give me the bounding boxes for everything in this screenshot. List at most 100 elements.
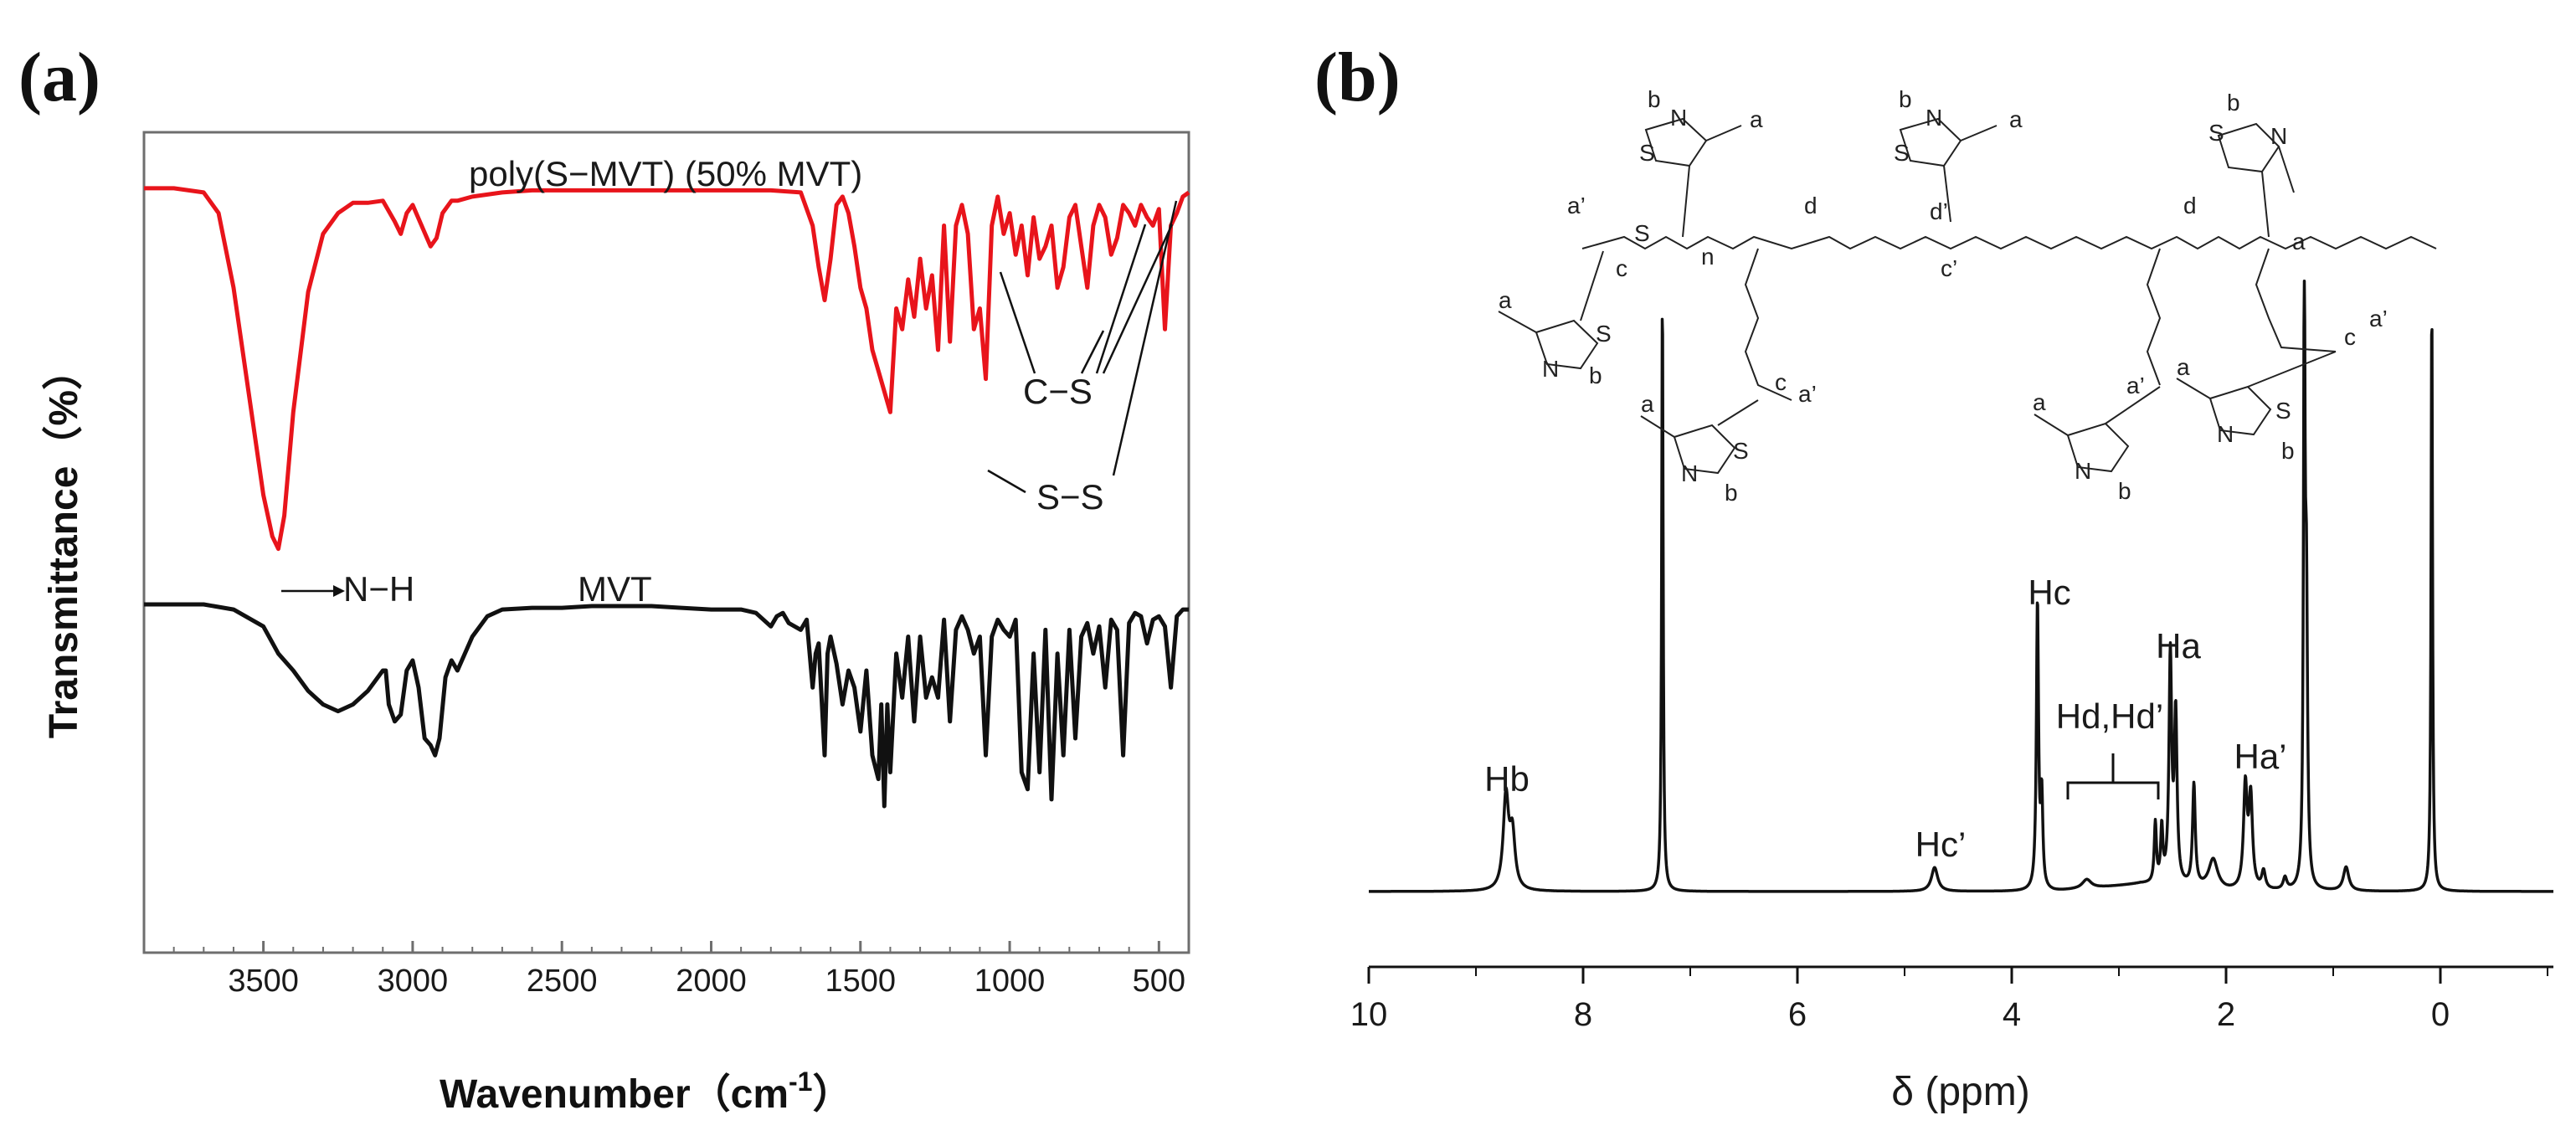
ftir-x-axis-title-main: Wavenumber（cm (440, 1072, 789, 1117)
arrow-ss-2 (1112, 200, 1178, 476)
ring-5-link (1717, 399, 1759, 426)
pendant-chain-2 (2146, 248, 2162, 386)
ftir-label-ss: S−S (1036, 477, 1104, 517)
atom-S-ring-1: S (1639, 140, 1655, 166)
ftir-label-poly-s-mvt: poly(S−MVT) (50% MVT) (469, 154, 862, 193)
arrow-cs-3 (1095, 224, 1147, 374)
atom-d-2: d (2183, 193, 2197, 218)
arrow-cs-1 (999, 271, 1036, 374)
atom-N-5: N (1681, 460, 1698, 486)
atom-S-ring-2: S (1894, 140, 1910, 166)
ftir-x-tick-labels: 3500 3000 2500 2000 1500 1000 500 (228, 964, 1185, 999)
nmr-x-tick-label-6: 6 (1788, 996, 1807, 1033)
ftir-y-axis-title: Transmittance（%） (42, 350, 86, 738)
nmr-x-tick-label-2: 2 (2217, 996, 2235, 1033)
ftir-x-axis-title-close: ） (812, 1072, 852, 1117)
ring-7-methyl (2176, 378, 2211, 399)
atom-S-ring-4: S (1596, 321, 1612, 347)
peak-label-hc-prime: Hc’ (1915, 825, 1967, 864)
atom-a-1: a (1750, 106, 1763, 132)
atom-N-4: N (1542, 356, 1559, 382)
atom-N-2: N (1926, 105, 1942, 131)
arrow-ss-1 (987, 469, 1026, 494)
atom-a-prime-1: a’ (1567, 193, 1586, 218)
atom-a-6: a (2033, 389, 2046, 415)
atom-a-2: a (2009, 106, 2023, 132)
peak-bracket-hd (2066, 753, 2160, 799)
atom-c-2: c (1775, 369, 1787, 395)
ftir-x-ticks (172, 941, 1190, 953)
ftir-x-tick-label-500: 500 (1133, 964, 1185, 999)
ring-4-link (1580, 250, 1604, 321)
ring-1-methyl (1705, 125, 1742, 141)
ring-4-methyl (1498, 311, 1537, 333)
nmr-x-tick-label-4: 4 (2003, 996, 2021, 1033)
nmr-x-tick-label-8: 8 (1574, 996, 1592, 1033)
peak-label-hd: Hd,Hd’ (2056, 696, 2163, 736)
atom-b-1: b (1648, 86, 1661, 112)
ftir-x-tick-label-2000: 2000 (676, 964, 747, 999)
atom-c-3: c (2344, 324, 2356, 350)
ring-6-link (2105, 386, 2161, 424)
thiazole-ring-3 (2217, 122, 2280, 173)
atom-b-2: b (1899, 86, 1912, 112)
ftir-series-poly-s-mvt (144, 186, 1190, 552)
structure-atom-labels: a’ c S n b N S a d b N S a d’ c’ b N S a… (1499, 86, 2388, 506)
atom-b-5: b (1725, 480, 1738, 506)
atom-N-3: N (2270, 123, 2287, 149)
peak-label-hb: Hb (1484, 759, 1530, 799)
ftir-x-tick-label-1500: 1500 (825, 964, 896, 999)
nmr-x-ticks (1367, 967, 2548, 984)
atom-b-6: b (2118, 478, 2131, 504)
ftir-x-tick-label-3000: 3000 (378, 964, 449, 999)
nmr-x-tick-labels: 10 8 6 4 2 0 (1350, 996, 2450, 1033)
atom-a-7: a (2177, 354, 2190, 380)
arrow-nh-head (333, 585, 345, 597)
ftir-x-axis-title-superscript: -1 (789, 1066, 812, 1097)
atom-a-3: a (2292, 229, 2306, 254)
ring-1-link (1682, 165, 1690, 238)
ftir-label-cs: C−S (1023, 372, 1093, 411)
ring-2-methyl (1960, 125, 1998, 141)
nmr-chart: 10 8 6 4 2 0 δ (ppm) Hb Hc’ Hc Ha Ha’ Hd,Hd’ (1350, 86, 2555, 1114)
polymer-structure (1498, 117, 2437, 475)
panel-a-label: (a) (18, 39, 100, 116)
ftir-chart: 3500 3000 2500 2000 1500 1000 500 Wavenumber（c… (42, 131, 1190, 1117)
ftir-plot-frame (142, 131, 1190, 954)
ftir-x-tick-label-3500: 3500 (228, 964, 299, 999)
arrow-cs-2 (1080, 330, 1105, 374)
backbone-chain (1581, 235, 2437, 250)
atom-c-prime: c’ (1941, 255, 1957, 281)
atom-d-1: d (1804, 193, 1818, 218)
ring-6-methyl (2034, 414, 2069, 436)
atom-N-1: N (1670, 105, 1687, 131)
ftir-x-tick-label-2500: 2500 (527, 964, 598, 999)
panel-b-label: (b) (1314, 39, 1401, 116)
nmr-x-tick-label-10: 10 (1350, 996, 1388, 1033)
ring-5-methyl (1640, 415, 1675, 438)
ring-3-link (2261, 171, 2270, 238)
atom-b-3: b (2227, 90, 2240, 116)
atom-b-4: b (1589, 362, 1602, 388)
thiazole-ring-5 (1673, 424, 1736, 475)
ftir-series-mvt (144, 602, 1189, 809)
ftir-x-tick-label-1000: 1000 (974, 964, 1046, 999)
atom-b-7: b (2281, 438, 2295, 464)
atom-S-ring-3: S (2208, 120, 2224, 146)
atom-a-prime-4: a’ (2369, 306, 2388, 332)
ring-3-methyl (2278, 146, 2295, 193)
peak-label-hc: Hc (2028, 573, 2070, 612)
pendant-chain-1 (1744, 248, 1792, 401)
atom-a-5: a (1641, 391, 1654, 417)
atom-d-prime: d’ (1930, 198, 1948, 224)
ftir-annotation-arrows (281, 200, 1178, 597)
atom-a-prime-3: a’ (2126, 373, 2145, 398)
pendant-chain-3 (2255, 248, 2337, 352)
atom-n-1: n (1701, 244, 1715, 270)
ftir-x-axis-title: Wavenumber（cm-1） (440, 1066, 852, 1117)
nmr-x-axis-title: δ (ppm) (1891, 1070, 2029, 1114)
thiazole-ring-7 (2208, 385, 2272, 436)
atom-c-1: c (1616, 255, 1627, 281)
